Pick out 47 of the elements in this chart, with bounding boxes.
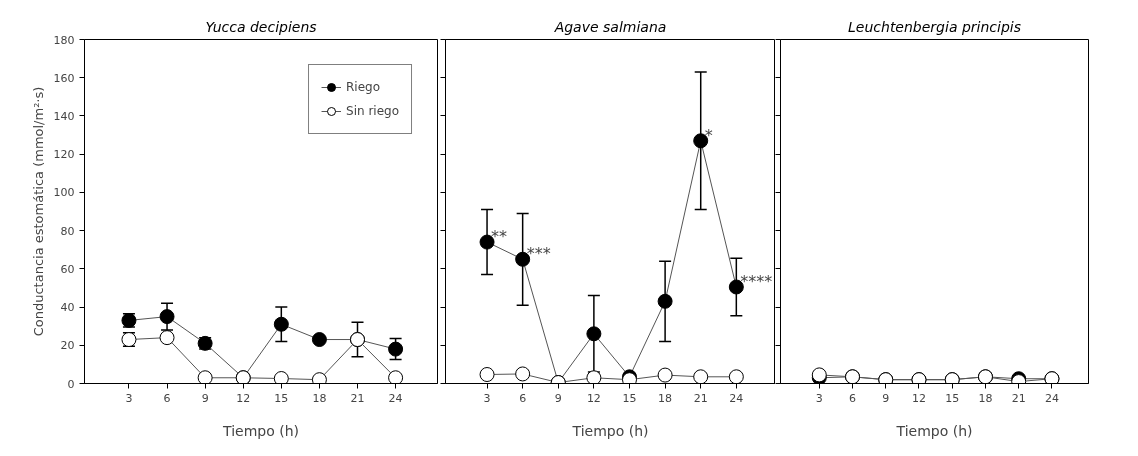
y-tick-label: 160 (53, 71, 75, 85)
x-tick-label: 9 (882, 391, 890, 405)
y-tick-label: 180 (53, 33, 75, 47)
annotation: *** (526, 244, 551, 264)
x-tick-label: 3 (125, 391, 133, 405)
x-tick-label: 12 (236, 391, 251, 405)
x-tick-label: 21 (693, 391, 708, 405)
y-tick-label: 100 (53, 186, 75, 200)
chart-title: Yucca decipiens (205, 18, 317, 35)
x-tick-label: 24 (729, 391, 744, 405)
x-tick-label: 9 (201, 391, 209, 405)
x-axis-title: Tiempo (h) (571, 422, 649, 439)
annotation: **** (740, 271, 773, 291)
y-tick-label: 20 (60, 339, 75, 353)
x-axis-title: Tiempo (h) (895, 422, 973, 439)
y-axis-title: Conductancia estomática (mmol/m²·s) (30, 86, 46, 337)
y-tick-label: 60 (60, 262, 75, 276)
x-tick-label: 6 (849, 391, 857, 405)
x-tick-label: 21 (1011, 391, 1026, 405)
legend-label: Riego (346, 80, 381, 94)
x-tick-label: 24 (1044, 391, 1059, 405)
x-tick-label: 6 (163, 391, 171, 405)
y-tick-label: 80 (60, 224, 75, 238)
annotation: ** (491, 227, 508, 247)
x-tick-label: 15 (945, 391, 960, 405)
x-tick-label: 18 (658, 391, 673, 405)
x-tick-label: 15 (622, 391, 637, 405)
legend-label: Sin riego (346, 104, 399, 118)
x-tick-label: 18 (978, 391, 993, 405)
x-tick-label: 12 (911, 391, 926, 405)
x-tick-label: 18 (312, 391, 327, 405)
y-tick-label: 140 (53, 109, 75, 123)
x-tick-label: 24 (388, 391, 403, 405)
chart-title: Agave salmiana (553, 18, 667, 35)
x-tick-label: 6 (519, 391, 527, 405)
x-tick-label: 21 (350, 391, 365, 405)
x-tick-label: 9 (554, 391, 562, 405)
x-axis-title: Tiempo (h) (222, 422, 299, 439)
x-tick-label: 3 (483, 391, 491, 405)
y-tick-label: 0 (67, 377, 75, 391)
y-tick-label: 40 (60, 301, 75, 315)
x-tick-label: 12 (586, 391, 601, 405)
x-tick-label: 15 (274, 391, 289, 405)
chart-title: Leuchtenbergia principis (848, 18, 1021, 35)
annotation: * (704, 125, 713, 145)
x-tick-label: 3 (815, 391, 823, 405)
y-tick-label: 120 (53, 148, 75, 162)
